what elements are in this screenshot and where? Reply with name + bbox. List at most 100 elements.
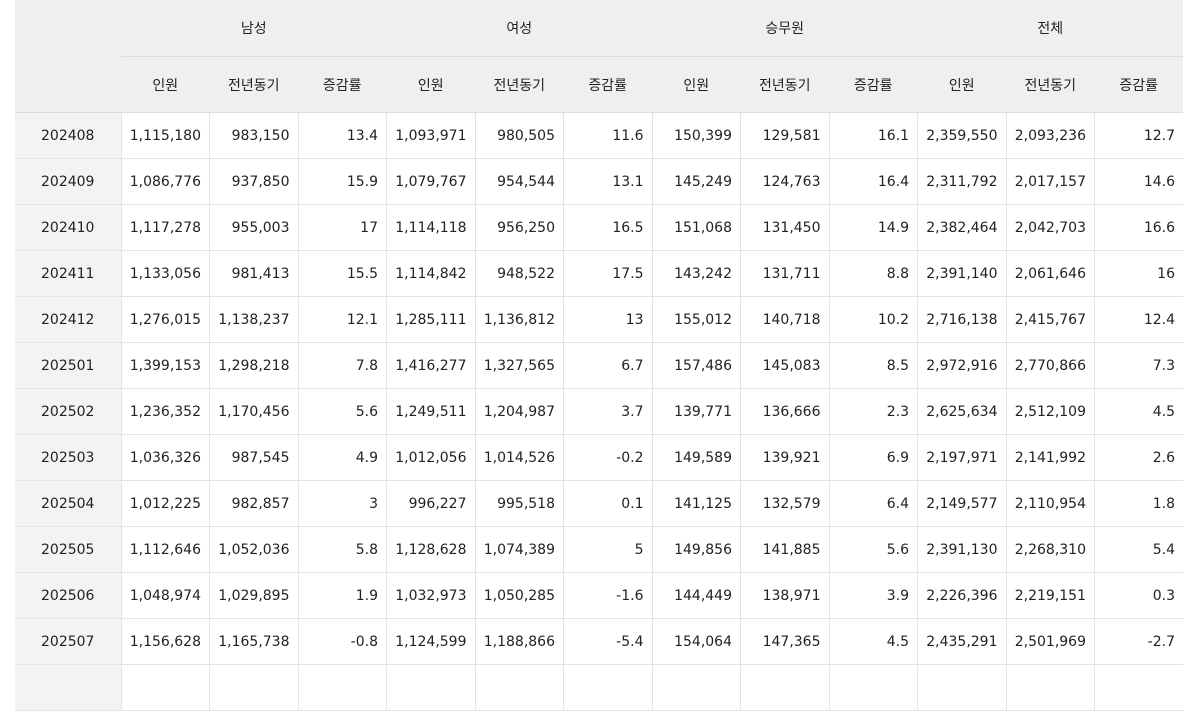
value-cell: 16.5 (563, 204, 652, 251)
value-cell: 1,114,842 (386, 250, 475, 297)
value-cell: 2,359,550 (917, 112, 1006, 159)
column-header: 증감률 (829, 56, 918, 113)
value-cell: 2,391,130 (917, 526, 1006, 573)
value-cell: 1,204,987 (474, 388, 564, 435)
value-cell: 1,138,237 (209, 296, 298, 343)
value-cell: -0.2 (563, 434, 652, 481)
column-header-row: 인원 전년동기 증감률 인원 전년동기 증감률 인원 전년동기 증감률 인원 전년동기 증감률 (15, 56, 1183, 113)
value-cell: 11.6 (563, 112, 652, 159)
corner-cell (15, 0, 121, 113)
value-cell: 14.6 (1094, 158, 1183, 205)
table-row: 202409 1,086,776 937,850 15.9 1,079,767 954,5… (15, 158, 1183, 205)
value-cell (563, 664, 652, 711)
value-cell: 13.4 (297, 112, 387, 159)
value-cell: 982,857 (209, 480, 298, 527)
value-cell: 1,012,056 (386, 434, 475, 481)
value-cell: 3.9 (828, 572, 918, 619)
table-row: 202504 1,012,225 982,857 3 996,227 995,518 0.1… (15, 480, 1183, 527)
value-cell: 143,242 (651, 250, 741, 297)
value-cell: 15.5 (297, 250, 387, 297)
value-cell: 13 (563, 296, 652, 343)
value-cell (740, 664, 829, 711)
value-cell: 0.3 (1094, 572, 1183, 619)
value-cell (120, 664, 210, 711)
value-cell: 1,114,118 (386, 204, 475, 251)
value-cell: 131,711 (740, 250, 829, 297)
value-cell (209, 664, 298, 711)
group-header: 승무원 (652, 0, 918, 57)
value-cell: 1,012,225 (120, 480, 210, 527)
value-cell: 10.2 (828, 296, 918, 343)
column-header: 전년동기 (1006, 56, 1095, 113)
column-header: 인원 (917, 56, 1006, 113)
table-header: 남성 여성 승무원 전체 인원 전년동기 증감률 인원 전년동기 증감률 인원 전년동기 증감률 인원 전… (15, 0, 1183, 113)
value-cell: 948,522 (474, 250, 564, 297)
value-cell: 149,589 (651, 434, 741, 481)
group-header-row: 남성 여성 승무원 전체 (15, 0, 1183, 113)
value-cell: 1,136,812 (474, 296, 564, 343)
value-cell: 4.5 (1094, 388, 1183, 435)
table-body: 202408 1,115,180 983,150 13.4 1,093,971 980,5… (15, 112, 1183, 711)
value-cell: -1.6 (563, 572, 652, 619)
value-cell: 13.1 (563, 158, 652, 205)
column-header: 인원 (386, 56, 475, 113)
value-cell: 4.5 (828, 618, 918, 665)
month-cell: 202408 (15, 112, 121, 159)
value-cell: 2,093,236 (1005, 112, 1095, 159)
month-cell: 202507 (15, 618, 121, 665)
value-cell: 2,141,992 (1005, 434, 1095, 481)
data-table: 남성 여성 승무원 전체 인원 전년동기 증감률 인원 전년동기 증감률 인원 전년동기 증감률 인원 전… (15, 0, 1183, 711)
value-cell: 8.5 (828, 342, 918, 389)
value-cell: 2,415,767 (1005, 296, 1095, 343)
value-cell: 5.6 (828, 526, 918, 573)
value-cell: 1,276,015 (120, 296, 210, 343)
value-cell: 983,150 (209, 112, 298, 159)
value-cell: 12.7 (1094, 112, 1183, 159)
value-cell: 2,042,703 (1005, 204, 1095, 251)
column-header: 인원 (121, 56, 210, 113)
value-cell: 1,165,738 (209, 618, 298, 665)
value-cell: 1,074,389 (474, 526, 564, 573)
value-cell: 2.3 (828, 388, 918, 435)
month-cell: 202502 (15, 388, 121, 435)
value-cell: 2,061,646 (1005, 250, 1095, 297)
column-header: 증감률 (563, 56, 652, 113)
value-cell: 1.9 (297, 572, 387, 619)
value-cell: 1,133,056 (120, 250, 210, 297)
value-cell (386, 664, 475, 711)
value-cell: 1,249,511 (386, 388, 475, 435)
value-cell: 124,763 (740, 158, 829, 205)
month-cell: 202412 (15, 296, 121, 343)
value-cell: 1,236,352 (120, 388, 210, 435)
value-cell: 1,399,153 (120, 342, 210, 389)
value-cell: 3 (297, 480, 387, 527)
table-row: 202410 1,117,278 955,003 17 1,114,118 956,250… (15, 204, 1183, 251)
column-header: 전년동기 (740, 56, 829, 113)
value-cell: 2,268,310 (1005, 526, 1095, 573)
value-cell: 987,545 (209, 434, 298, 481)
value-cell: 2,391,140 (917, 250, 1006, 297)
value-cell: 132,579 (740, 480, 829, 527)
value-cell: 15.9 (297, 158, 387, 205)
month-cell (15, 664, 121, 711)
value-cell: 6.7 (563, 342, 652, 389)
value-cell: 1,124,599 (386, 618, 475, 665)
value-cell: 0.1 (563, 480, 652, 527)
value-cell: 2,972,916 (917, 342, 1006, 389)
value-cell: 147,365 (740, 618, 829, 665)
value-cell: 12.4 (1094, 296, 1183, 343)
page: 남성 여성 승무원 전체 인원 전년동기 증감률 인원 전년동기 증감률 인원 전년동기 증감률 인원 전… (15, 0, 1183, 711)
value-cell: 1,156,628 (120, 618, 210, 665)
value-cell: 1.8 (1094, 480, 1183, 527)
value-cell: 2,382,464 (917, 204, 1006, 251)
value-cell: 1,014,526 (474, 434, 564, 481)
column-header: 증감률 (298, 56, 387, 113)
value-cell: 2,501,969 (1005, 618, 1095, 665)
value-cell: 140,718 (740, 296, 829, 343)
value-cell: 6.4 (828, 480, 918, 527)
value-cell: 6.9 (828, 434, 918, 481)
value-cell: 2.6 (1094, 434, 1183, 481)
value-cell: 145,083 (740, 342, 829, 389)
value-cell: 5.6 (297, 388, 387, 435)
value-cell: 16.1 (828, 112, 918, 159)
